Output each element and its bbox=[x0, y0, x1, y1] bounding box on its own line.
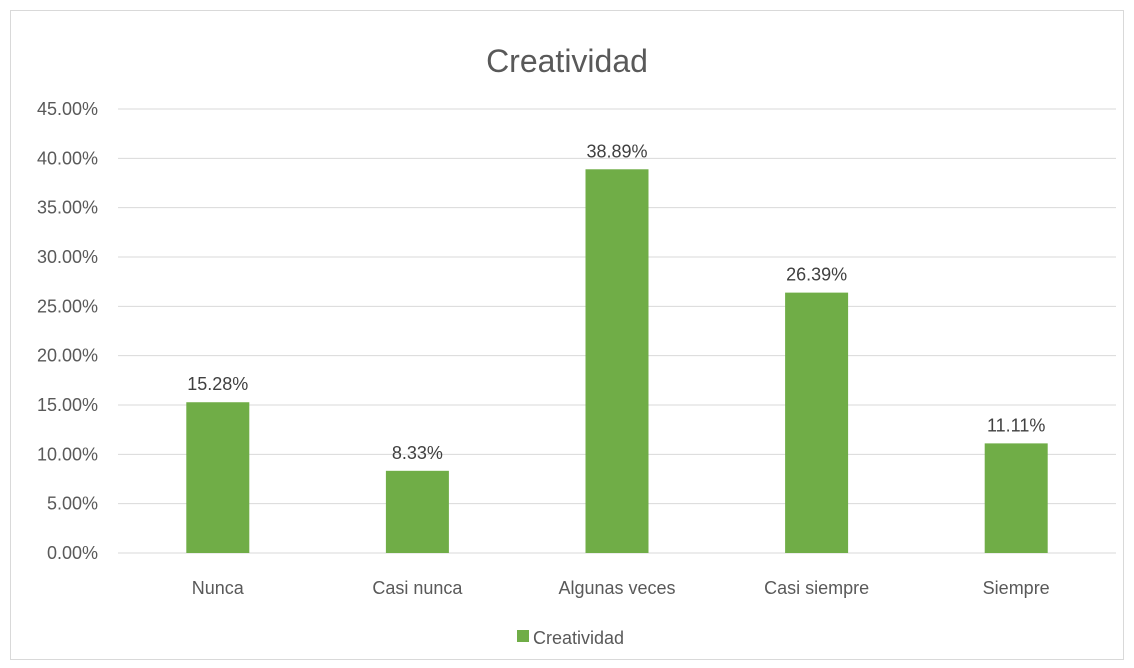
data-label: 11.11% bbox=[987, 415, 1045, 435]
legend-label: Creatividad bbox=[533, 628, 624, 648]
x-axis: Nunca Casi nunca Algunas veces Casi siempre… bbox=[192, 578, 1050, 598]
y-tick-label: 25.00% bbox=[37, 296, 98, 316]
y-tick-label: 40.00% bbox=[37, 148, 98, 168]
y-axis: 0.00% 5.00% 10.00% 15.00% 20.00% 25.00% 30.00%… bbox=[37, 99, 98, 563]
bar bbox=[585, 169, 649, 553]
bar bbox=[186, 402, 250, 553]
x-tick-label: Casi nunca bbox=[372, 578, 463, 598]
x-tick-label: Algunas veces bbox=[558, 578, 675, 598]
bar bbox=[785, 292, 849, 553]
bar bbox=[385, 470, 449, 553]
data-label: 8.33% bbox=[392, 443, 443, 463]
y-tick-label: 5.00% bbox=[47, 494, 98, 514]
y-tick-label: 35.00% bbox=[37, 198, 98, 218]
x-tick-label: Casi siempre bbox=[764, 578, 869, 598]
y-tick-label: 45.00% bbox=[37, 99, 98, 119]
x-tick-label: Nunca bbox=[192, 578, 245, 598]
x-tick-label: Siempre bbox=[983, 578, 1050, 598]
data-label: 38.89% bbox=[586, 141, 647, 161]
chart-title: Creatividad bbox=[486, 43, 648, 79]
bars bbox=[186, 169, 1048, 553]
data-label: 26.39% bbox=[786, 265, 847, 285]
legend-swatch bbox=[517, 630, 529, 642]
y-tick-label: 0.00% bbox=[47, 543, 98, 563]
y-tick-label: 10.00% bbox=[37, 444, 98, 464]
y-tick-label: 15.00% bbox=[37, 395, 98, 415]
data-labels: 15.28% 8.33% 38.89% 26.39% 11.11% bbox=[187, 141, 1045, 463]
data-label: 15.28% bbox=[187, 374, 248, 394]
y-tick-label: 20.00% bbox=[37, 346, 98, 366]
gridlines bbox=[118, 108, 1116, 554]
y-tick-label: 30.00% bbox=[37, 247, 98, 267]
bar bbox=[984, 443, 1048, 553]
legend: Creatividad bbox=[517, 628, 624, 648]
